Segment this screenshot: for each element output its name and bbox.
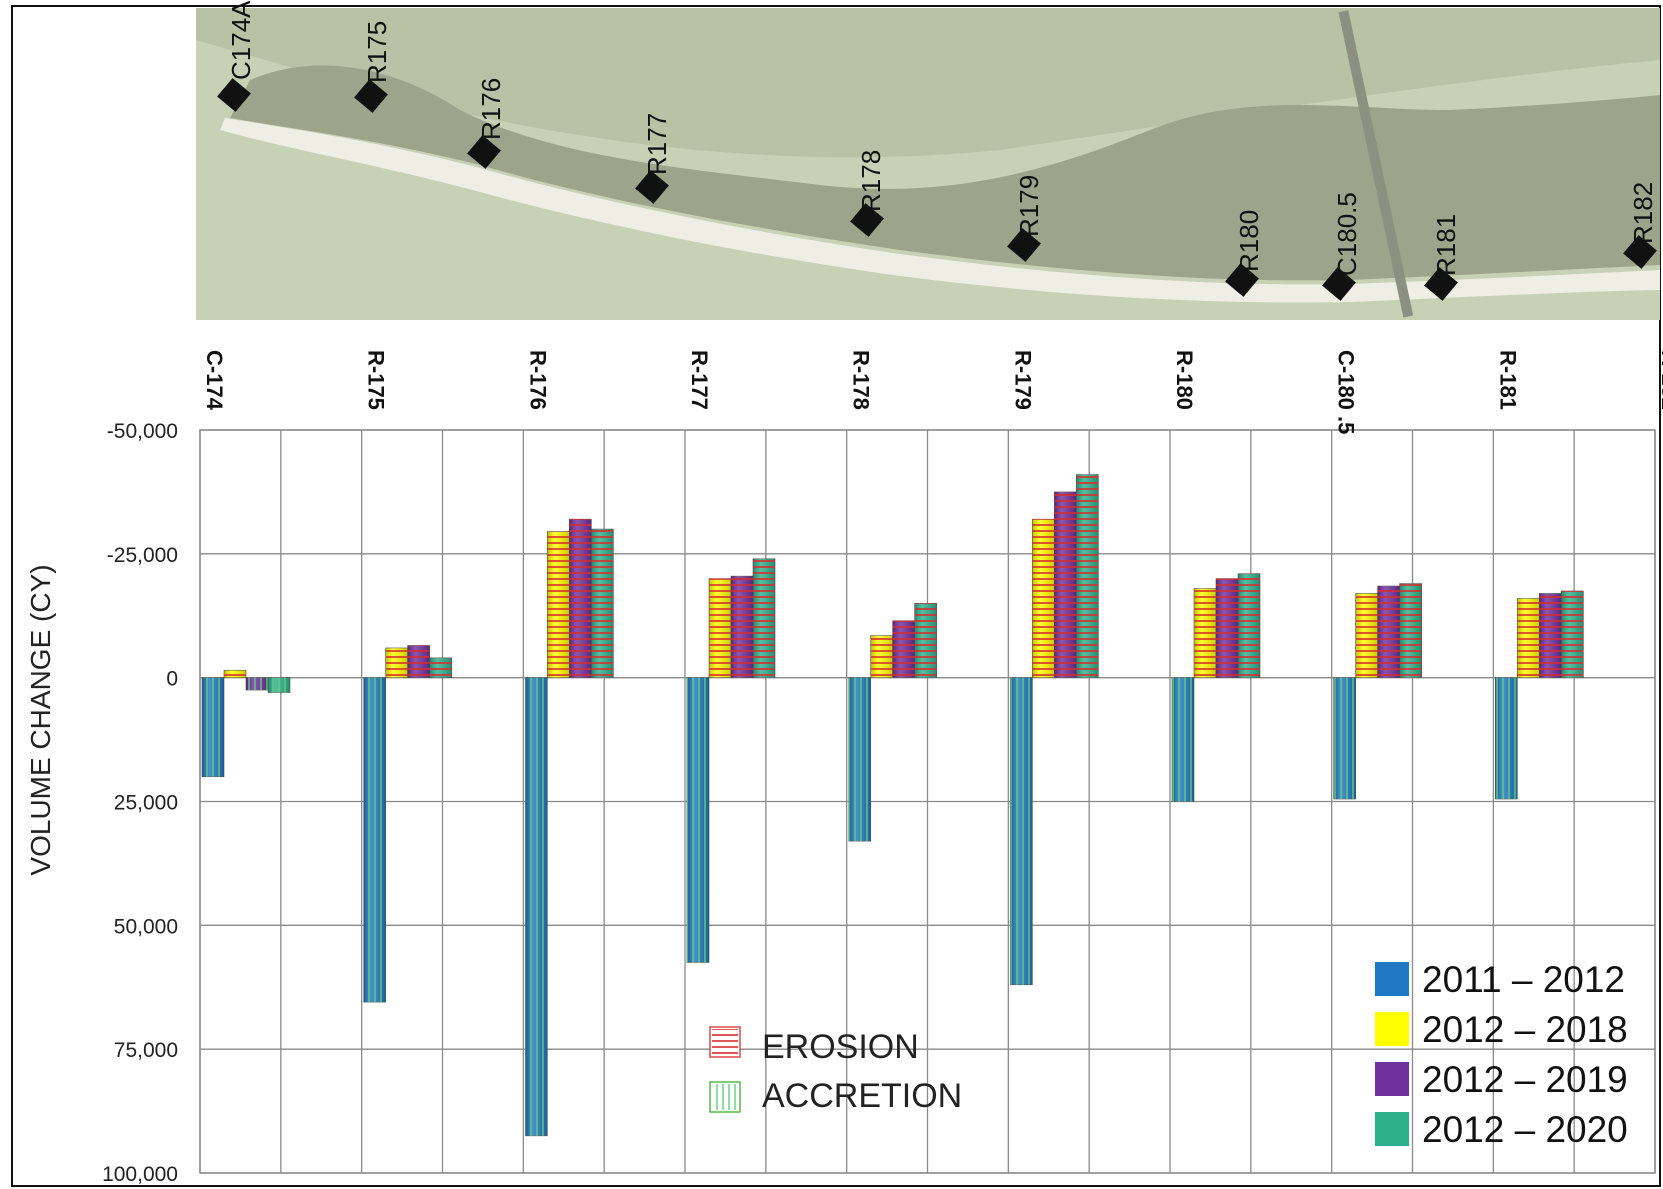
category-label: C-174	[202, 350, 227, 411]
category-label: C-180 .5	[1334, 350, 1359, 434]
category-label: R-181	[1495, 350, 1520, 410]
y-tick-label: 100,000	[102, 1163, 178, 1186]
bar-hatch	[268, 677, 290, 693]
bar-hatch	[870, 635, 893, 678]
category-label: R-178	[849, 350, 874, 410]
bar-hatch	[407, 645, 430, 678]
marker-square-r178	[850, 203, 884, 237]
y-tick-label: 75,000	[114, 1039, 178, 1062]
marker-label-r178: R178	[856, 150, 886, 212]
bar-hatch	[1172, 677, 1194, 802]
marker-label-r177: R177	[642, 113, 672, 175]
bars	[201, 474, 1584, 1137]
bar-hatch	[246, 677, 268, 691]
bar-hatch	[848, 677, 871, 842]
marker-label-r176: R176	[476, 78, 506, 140]
marker-label-r181: R181	[1431, 214, 1461, 276]
marker-label-c174a: C174A	[226, 0, 256, 80]
marker-label-c180-5: C180.5	[1332, 192, 1362, 276]
aerial-markers: C174A R175 R176 R177 R178 R179 R180 C180…	[217, 0, 1658, 301]
bar-hatch	[385, 647, 408, 678]
marker-square-r181	[1424, 267, 1458, 301]
y-tick-labels: -50,000 -25,000 0 25,000 50,000 75,000 100,000	[102, 420, 178, 1186]
marker-square-r175	[354, 79, 388, 113]
legend-swatch-2012-2019	[1375, 1062, 1409, 1096]
pattern-legend: EROSION ACCRETION	[709, 1026, 962, 1115]
bar-hatch	[753, 558, 775, 678]
bar-hatch	[224, 670, 246, 678]
legend-label-2011-2012: 2011 – 2012	[1422, 959, 1625, 1000]
legend-accretion-hatch	[712, 1084, 738, 1110]
legend-label-2012-2018: 2012 – 2018	[1422, 1009, 1628, 1050]
bar-hatch	[1377, 586, 1400, 678]
bar-hatch	[1194, 588, 1216, 678]
category-label: R-177	[687, 350, 712, 410]
bar-hatch	[1399, 583, 1422, 678]
bar-hatch	[363, 677, 386, 1003]
bar-hatch	[1333, 677, 1356, 800]
grid	[199, 429, 1656, 1174]
legend-erosion-label: EROSION	[762, 1028, 919, 1066]
legend-swatch-2011-2012	[1375, 962, 1409, 996]
y-tick-label: -50,000	[107, 420, 178, 443]
bar-hatch	[687, 677, 709, 963]
y-tick-label: 50,000	[114, 915, 178, 938]
bar-hatch	[1561, 590, 1584, 678]
legend-label-2012-2020: 2012 – 2020	[1422, 1109, 1628, 1150]
bar-hatch	[1010, 677, 1033, 985]
legend-label-2012-2019: 2012 – 2019	[1422, 1059, 1628, 1100]
bar-hatch	[525, 677, 548, 1136]
category-label: R-175	[364, 350, 389, 410]
marker-square-r176	[467, 135, 501, 169]
marker-square-r179	[1007, 228, 1041, 262]
legend-swatch-2012-2020	[1375, 1112, 1409, 1146]
marker-label-r180: R180	[1234, 210, 1264, 272]
category-label: R-176	[525, 350, 550, 410]
bar-hatch	[591, 529, 614, 678]
bar-hatch	[1238, 573, 1260, 678]
aerial-bay	[196, 8, 1660, 158]
y-tick-label: -25,000	[107, 544, 178, 567]
bar-hatch	[1355, 593, 1378, 678]
bar-hatch	[569, 519, 592, 678]
bar-hatch	[892, 620, 915, 678]
bar-hatch	[1032, 519, 1055, 678]
marker-square-r180	[1225, 263, 1259, 297]
aerial-bridge	[1338, 10, 1414, 318]
category-label: R-179	[1010, 350, 1035, 410]
marker-square-r177	[635, 170, 669, 204]
marker-square-c180-5	[1322, 267, 1356, 301]
bar-hatch	[1054, 491, 1077, 678]
category-label: R-180	[1172, 350, 1197, 410]
bar-hatch	[709, 578, 731, 678]
category-labels: C-174 R-175 R-176 R-177 R-178 R-179 R-180 C-180…	[202, 350, 1663, 434]
legend-erosion-hatch	[712, 1029, 738, 1055]
marker-square-c174a	[217, 78, 251, 112]
bar-hatch	[429, 657, 452, 678]
aerial-map	[196, 8, 1660, 320]
marker-square-r182	[1623, 235, 1657, 269]
category-label: R-182	[1657, 350, 1663, 410]
legend-accretion-label: ACCRETION	[762, 1077, 962, 1115]
series-legend: 2011 – 2012 2012 – 2018 2012 – 2019 2012…	[1375, 959, 1628, 1150]
aerial-land	[230, 65, 1660, 281]
bar-hatch	[547, 531, 570, 678]
marker-label-r179: R179	[1014, 175, 1044, 237]
legend-swatch-2012-2018	[1375, 1012, 1409, 1046]
bar-hatch	[1517, 598, 1540, 678]
y-axis-label: VOLUME CHANGE (CY)	[25, 564, 56, 875]
bar-hatch	[914, 603, 937, 678]
marker-label-r182: R182	[1628, 182, 1658, 244]
bar-hatch	[1539, 593, 1562, 678]
marker-label-r175: R175	[362, 21, 392, 83]
bar-hatch	[1076, 474, 1099, 678]
y-tick-label: 25,000	[114, 792, 178, 815]
aerial-beach	[220, 118, 1660, 303]
bar-hatch	[1216, 578, 1238, 678]
bar-hatch	[202, 677, 224, 777]
bar-hatch	[731, 576, 753, 678]
bar-hatch	[1495, 677, 1518, 800]
y-tick-label: 0	[166, 668, 178, 691]
